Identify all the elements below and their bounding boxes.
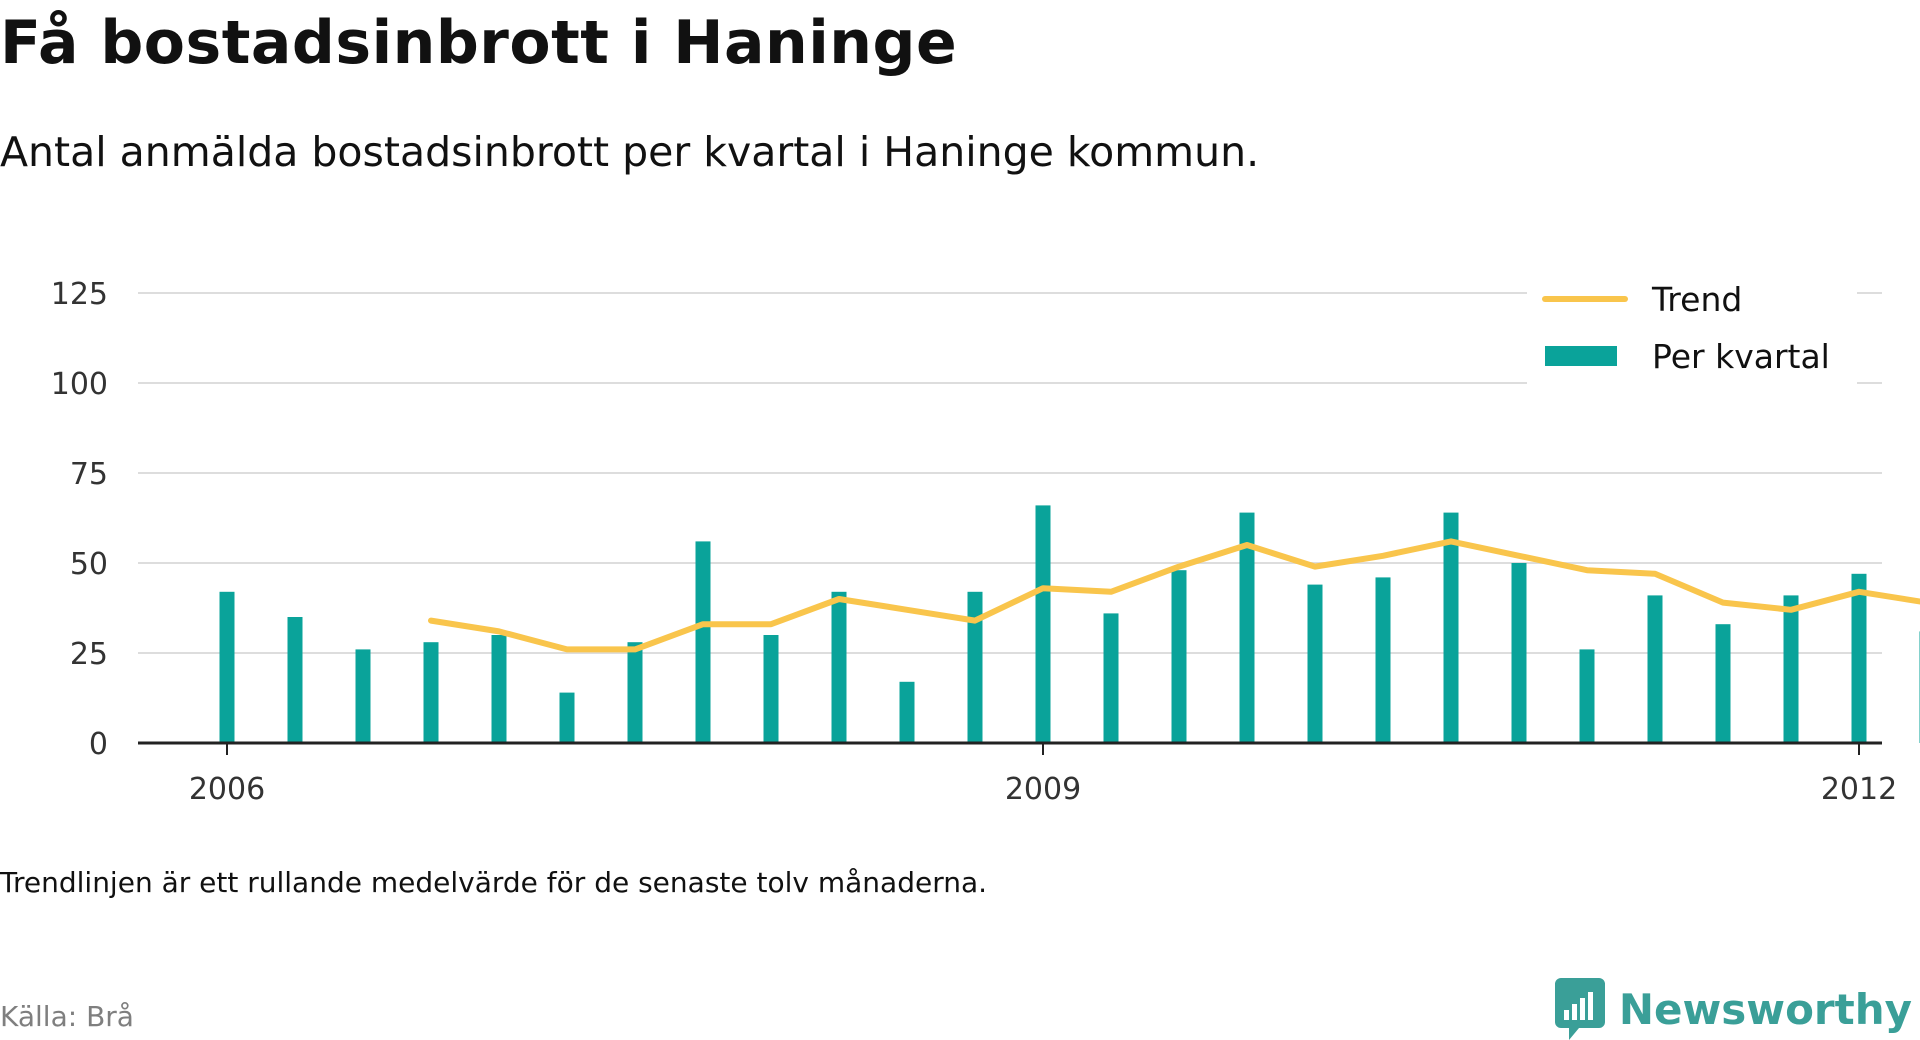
bar (1103, 613, 1119, 743)
bar (831, 591, 847, 743)
trend-line (428, 538, 1920, 653)
y-tick-label: 75 (70, 457, 108, 492)
bar (1239, 512, 1255, 743)
bar (695, 541, 711, 743)
x-tick-label: 2006 (189, 772, 265, 807)
chart-subtitle: Antal anmälda bostadsinbrott per kvartal… (0, 128, 1260, 176)
bar (1715, 624, 1731, 743)
bar (355, 649, 371, 743)
y-tick-label: 50 (70, 547, 108, 582)
x-tick-label: 2009 (1005, 772, 1081, 807)
bar (627, 642, 643, 743)
bar (1307, 584, 1323, 743)
bar (1375, 577, 1391, 743)
bar (1511, 563, 1527, 743)
bar (1443, 512, 1459, 743)
bar (219, 591, 235, 743)
chart-footnote: Trendlinjen är ett rullande medelvärde f… (0, 866, 988, 899)
bar (763, 635, 779, 743)
bar (1171, 570, 1187, 743)
x-tick-label: 2012 (1821, 772, 1897, 807)
bar (287, 617, 303, 743)
bar (423, 642, 439, 743)
bar (491, 635, 507, 743)
bar (967, 591, 983, 743)
bar (1647, 595, 1663, 743)
bar (1035, 505, 1051, 743)
legend-trend-label: Trend (1651, 280, 1742, 319)
brand-name: Newsworthy (1618, 984, 1912, 1034)
bar-line-chart: 0255075100125200620092012201520182021202… (51, 277, 1920, 807)
bar (1783, 595, 1799, 743)
y-tick-label: 100 (51, 367, 108, 402)
brand-logo: Newsworthy (1554, 978, 1912, 1040)
bar-chart-icon (1554, 978, 1605, 1040)
bar (1579, 649, 1595, 743)
chart-title: Få bostadsinbrott i Haninge (0, 8, 958, 78)
legend-bar-swatch (1545, 346, 1617, 366)
y-tick-label: 25 (70, 637, 108, 672)
y-tick-label: 125 (51, 277, 108, 312)
legend-bar-label: Per kvartal (1652, 337, 1830, 376)
bar (899, 681, 915, 743)
bar (559, 692, 575, 743)
y-tick-label: 0 (89, 727, 108, 762)
source-credit: Källa: Brå (0, 1000, 134, 1033)
bar (1851, 573, 1867, 743)
